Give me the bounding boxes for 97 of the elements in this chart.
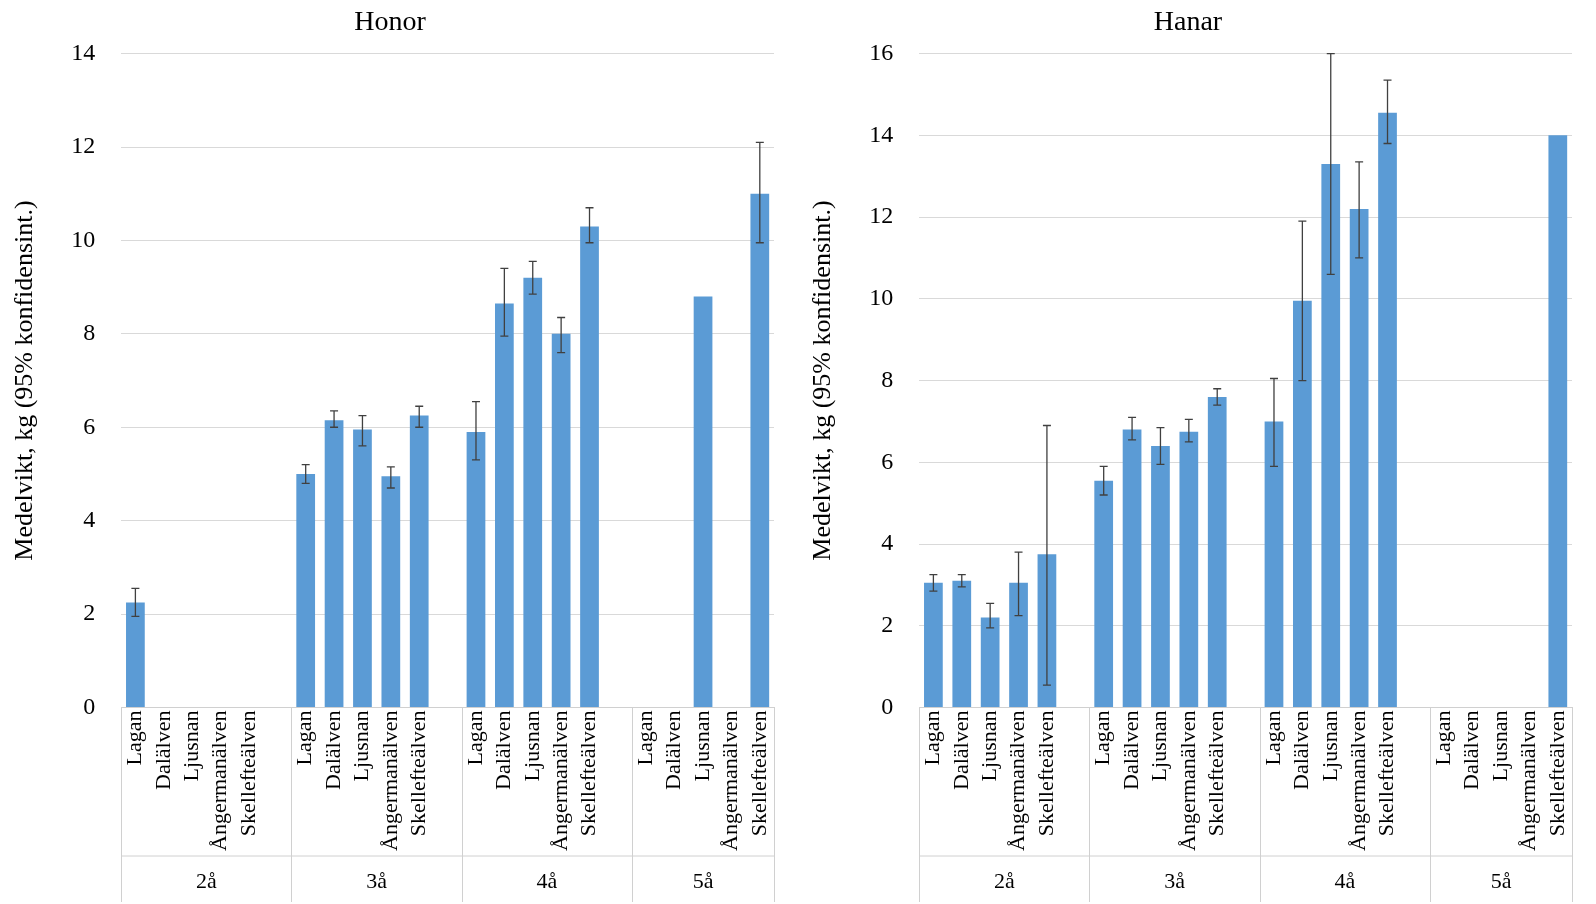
x-tick-label: Dalälven <box>1288 710 1314 790</box>
y-tick-label: 2 <box>83 599 96 626</box>
bar <box>495 303 514 707</box>
bar <box>466 431 486 707</box>
bar <box>952 580 972 707</box>
bar <box>381 476 401 707</box>
y-tick-label: 10 <box>869 284 894 311</box>
y-axis-title: Medelvikt, kg (95% konfidensint.) <box>807 200 837 561</box>
bar <box>126 602 145 707</box>
bar <box>551 333 571 707</box>
x-tick-label: Ångermanälven <box>206 710 232 851</box>
x-tick-label: Ångermanälven <box>376 710 402 851</box>
text: 4å <box>1334 867 1356 893</box>
bar <box>580 226 599 707</box>
y-tick-label: 4 <box>83 505 96 532</box>
bar <box>924 582 943 707</box>
y-tick-label: 16 <box>869 38 894 65</box>
y-tick-label: 12 <box>869 202 894 229</box>
x-tick-label: Skellefteälven <box>1373 710 1399 837</box>
x-tick-label: Skellefteälven <box>575 710 601 837</box>
text: 5å <box>1490 867 1512 893</box>
x-tick-label: Dalälven <box>319 710 345 790</box>
y-tick-label: 6 <box>83 412 96 439</box>
bar <box>353 429 372 707</box>
bar <box>1293 300 1312 707</box>
x-tick-label: Dalälven <box>1458 710 1484 790</box>
x-tick-label: Dalälven <box>490 710 516 790</box>
x-tick-label: Lagan <box>919 710 945 766</box>
x-tick-label: Skellefteälven <box>1032 710 1058 837</box>
text: 3å <box>1164 867 1186 893</box>
text: 2å <box>195 867 217 893</box>
bar <box>1378 112 1397 707</box>
bar <box>1122 429 1142 707</box>
bar <box>1179 431 1199 707</box>
x-tick-label: Lagan <box>121 710 147 766</box>
x-tick-label: Lagan <box>632 710 658 766</box>
x-tick-label: Ljusnan <box>1486 710 1512 782</box>
x-tick-label: Dalälven <box>660 710 686 790</box>
x-tick-label: Ljusnan <box>177 710 203 782</box>
y-tick-label: 6 <box>881 447 894 474</box>
x-tick-label: Ljusnan <box>1146 710 1172 782</box>
bar <box>693 296 713 707</box>
x-tick-label: Skellefteälven <box>745 710 771 837</box>
x-tick-label: Ångermanälven <box>1174 710 1200 851</box>
x-tick-label: Skellefteälven <box>1543 710 1569 837</box>
text: 4å <box>536 867 558 893</box>
chart-title: Honor <box>354 5 427 37</box>
y-tick-label: 0 <box>881 692 894 719</box>
x-tick-label: Ljusnan <box>348 710 374 782</box>
x-tick-label: Ångermanälven <box>546 710 572 851</box>
bar <box>750 193 770 707</box>
x-tick-label: Lagan <box>461 710 487 766</box>
bar <box>1009 582 1028 707</box>
x-tick-label: Ångermanälven <box>1344 710 1370 851</box>
y-tick-label: 14 <box>869 120 894 147</box>
bar <box>1207 396 1227 707</box>
y-tick-label: 0 <box>83 692 96 719</box>
x-tick-label: Skellefteälven <box>234 710 260 837</box>
x-tick-label: Lagan <box>1259 710 1285 766</box>
x-tick-label: Dalälven <box>149 710 175 790</box>
x-tick-label: Dalälven <box>947 710 973 790</box>
y-tick-label: 10 <box>71 225 96 252</box>
bar <box>523 277 543 707</box>
bar <box>1548 135 1568 707</box>
bar <box>324 420 344 707</box>
bar <box>1264 421 1284 707</box>
x-tick-label: Ångermanälven <box>717 710 743 851</box>
bar <box>1094 480 1114 707</box>
text: 3å <box>366 867 388 893</box>
y-tick-label: 2 <box>881 611 894 638</box>
x-tick-label: Ljusnan <box>518 710 544 782</box>
bar <box>1321 163 1341 707</box>
bar <box>296 473 316 707</box>
text: 2å <box>993 867 1015 893</box>
x-tick-label: Ljusnan <box>975 710 1001 782</box>
y-tick-label: 8 <box>83 319 96 346</box>
x-tick-label: Dalälven <box>1117 710 1143 790</box>
x-tick-label: Ljusnan <box>1316 710 1342 782</box>
text: 5å <box>692 867 714 893</box>
y-tick-label: 8 <box>881 365 894 392</box>
y-tick-label: 14 <box>71 38 96 65</box>
x-tick-label: Lagan <box>291 710 317 766</box>
x-tick-label: Ljusnan <box>688 710 714 782</box>
x-tick-label: Lagan <box>1089 710 1115 766</box>
y-axis-title: Medelvikt, kg (95% konfidensint.) <box>9 200 39 561</box>
y-tick-label: 4 <box>881 529 894 556</box>
x-tick-label: Skellefteälven <box>405 710 430 837</box>
bar <box>1151 445 1170 707</box>
x-tick-label: Lagan <box>1430 710 1456 766</box>
bar <box>980 617 1000 707</box>
y-tick-label: 12 <box>71 132 96 159</box>
x-tick-label: Ångermanälven <box>1515 710 1541 851</box>
chart-title: Hanar <box>1153 5 1223 37</box>
bar <box>409 415 429 707</box>
x-tick-label: Ångermanälven <box>1004 710 1030 851</box>
bar <box>1349 208 1369 707</box>
x-tick-label: Skellefteälven <box>1203 710 1228 837</box>
